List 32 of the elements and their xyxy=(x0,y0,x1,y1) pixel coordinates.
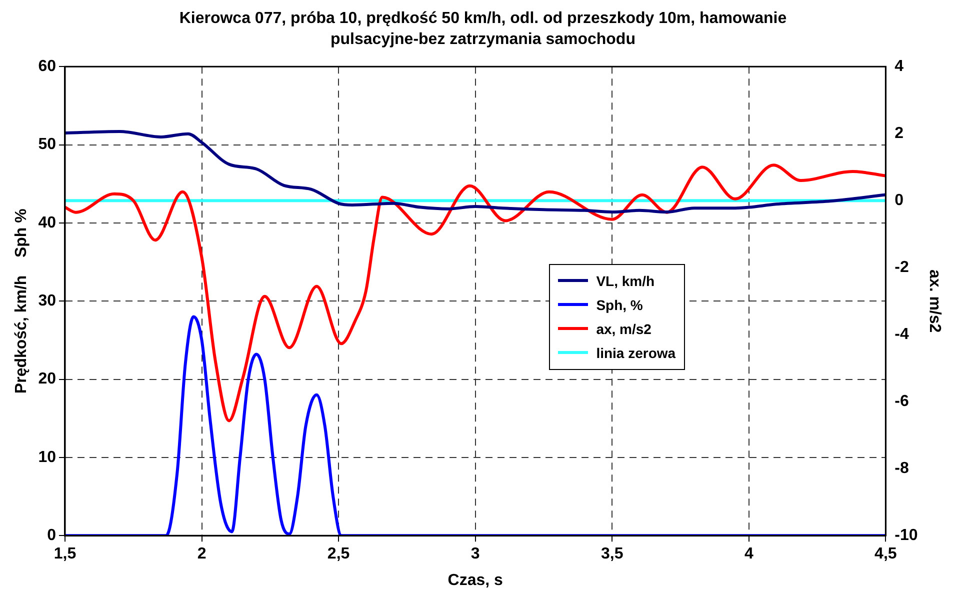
x-tick-label: 3,5 xyxy=(600,546,624,563)
y-tick-label: 40 xyxy=(38,214,56,232)
y-tick-label: 50 xyxy=(38,136,56,154)
legend-label: ax, m/s2 xyxy=(596,320,652,337)
y2-tick-label: 0 xyxy=(894,192,904,210)
x-tick-label: 4 xyxy=(744,546,754,563)
y-tick-label: 20 xyxy=(38,370,56,388)
y2-tick-label: 2 xyxy=(894,125,904,142)
x-tick-label: 2 xyxy=(197,546,206,563)
line-series xyxy=(64,130,886,214)
y2-tick-label: 4 xyxy=(894,58,904,76)
legend-label: linia zerowa xyxy=(596,344,676,361)
y-tick-label: 30 xyxy=(38,292,56,310)
x-tick-label: 2,5 xyxy=(327,546,350,563)
x-axis-title: Czas, s xyxy=(448,572,504,589)
chart-title: Kierowca 077, próba 10, prędkość 50 km/h, odl. od przeszkody 10m, hamowanie pulsacyjne-bez zatrzymania samochodu xyxy=(178,9,788,50)
y2-tick-label: -8 xyxy=(894,460,910,478)
y2-axis-title: ax. m/s2 xyxy=(926,270,943,333)
x-tick-label: 1,5 xyxy=(54,546,76,563)
line-series xyxy=(64,164,886,422)
y2-tick-label: -10 xyxy=(894,527,918,544)
legend-label: Sph, % xyxy=(596,296,643,313)
y-axis-title: Prędkość, km/h Sph % xyxy=(13,208,30,394)
y2-tick-label: -2 xyxy=(894,259,910,276)
y-tick-label: 0 xyxy=(47,527,56,544)
y-tick-label: 10 xyxy=(38,448,56,466)
y2-tick-label: -6 xyxy=(894,393,910,410)
y-tick-label: 60 xyxy=(38,58,56,76)
x-tick-label: 3 xyxy=(470,546,480,563)
legend-label: VL, km/h xyxy=(596,272,655,289)
x-tick-label: 4,5 xyxy=(874,546,897,563)
y2-tick-label: -4 xyxy=(894,326,910,344)
